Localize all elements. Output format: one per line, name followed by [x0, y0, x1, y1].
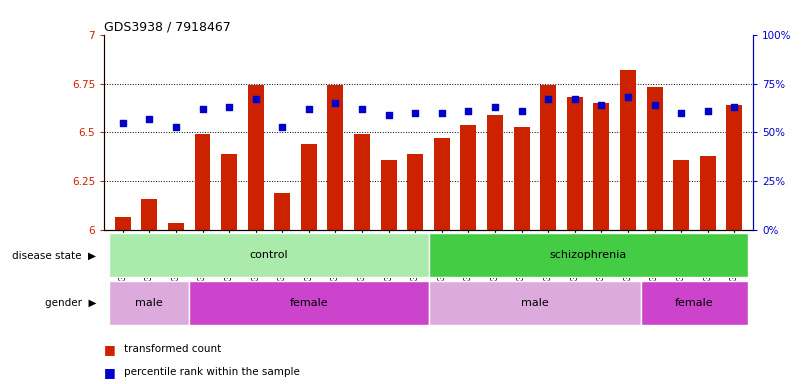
Point	[674, 110, 687, 116]
Point	[356, 106, 368, 112]
Bar	[141, 199, 157, 230]
Bar	[380, 160, 396, 230]
Bar	[274, 193, 290, 230]
Bar	[461, 125, 477, 230]
Point	[276, 124, 288, 130]
Bar	[248, 86, 264, 230]
Point	[622, 94, 634, 100]
Point	[196, 106, 209, 112]
Bar	[673, 160, 689, 230]
Bar	[110, 233, 429, 278]
Text: control: control	[250, 250, 288, 260]
Bar	[434, 138, 450, 230]
Point	[329, 100, 342, 106]
Point	[116, 120, 129, 126]
Bar	[189, 281, 429, 326]
Text: male: male	[521, 298, 549, 308]
Bar	[700, 156, 716, 230]
Bar	[646, 88, 662, 230]
Point	[223, 104, 235, 110]
Bar	[642, 281, 747, 326]
Text: ■: ■	[104, 343, 120, 356]
Bar	[540, 86, 556, 230]
Point	[569, 96, 582, 102]
Bar	[110, 281, 189, 326]
Point	[702, 108, 714, 114]
Point	[303, 106, 316, 112]
Point	[409, 110, 421, 116]
Bar	[513, 127, 529, 230]
Bar	[301, 144, 317, 230]
Text: ■: ■	[104, 366, 120, 379]
Point	[541, 96, 554, 102]
Point	[489, 104, 501, 110]
Text: schizophrenia: schizophrenia	[549, 250, 626, 260]
Bar	[168, 223, 184, 230]
Point	[143, 116, 155, 122]
Bar	[328, 86, 344, 230]
Bar	[354, 134, 370, 230]
Bar	[567, 97, 583, 230]
Text: GDS3938 / 7918467: GDS3938 / 7918467	[104, 20, 231, 33]
Bar	[429, 281, 642, 326]
Text: male: male	[135, 298, 163, 308]
Bar	[727, 105, 743, 230]
Bar	[429, 233, 747, 278]
Bar	[487, 115, 503, 230]
Bar	[115, 217, 131, 230]
Point	[170, 124, 183, 130]
Text: female: female	[290, 298, 328, 308]
Point	[249, 96, 262, 102]
Bar	[407, 154, 423, 230]
Point	[648, 102, 661, 108]
Point	[382, 112, 395, 118]
Text: gender  ▶: gender ▶	[45, 298, 96, 308]
Bar	[195, 134, 211, 230]
Point	[595, 102, 608, 108]
Text: female: female	[675, 298, 714, 308]
Bar	[221, 154, 237, 230]
Bar	[620, 70, 636, 230]
Point	[515, 108, 528, 114]
Text: disease state  ▶: disease state ▶	[12, 250, 96, 260]
Point	[462, 108, 475, 114]
Bar	[594, 103, 610, 230]
Text: transformed count: transformed count	[124, 344, 221, 354]
Point	[436, 110, 449, 116]
Text: percentile rank within the sample: percentile rank within the sample	[124, 367, 300, 377]
Point	[728, 104, 741, 110]
